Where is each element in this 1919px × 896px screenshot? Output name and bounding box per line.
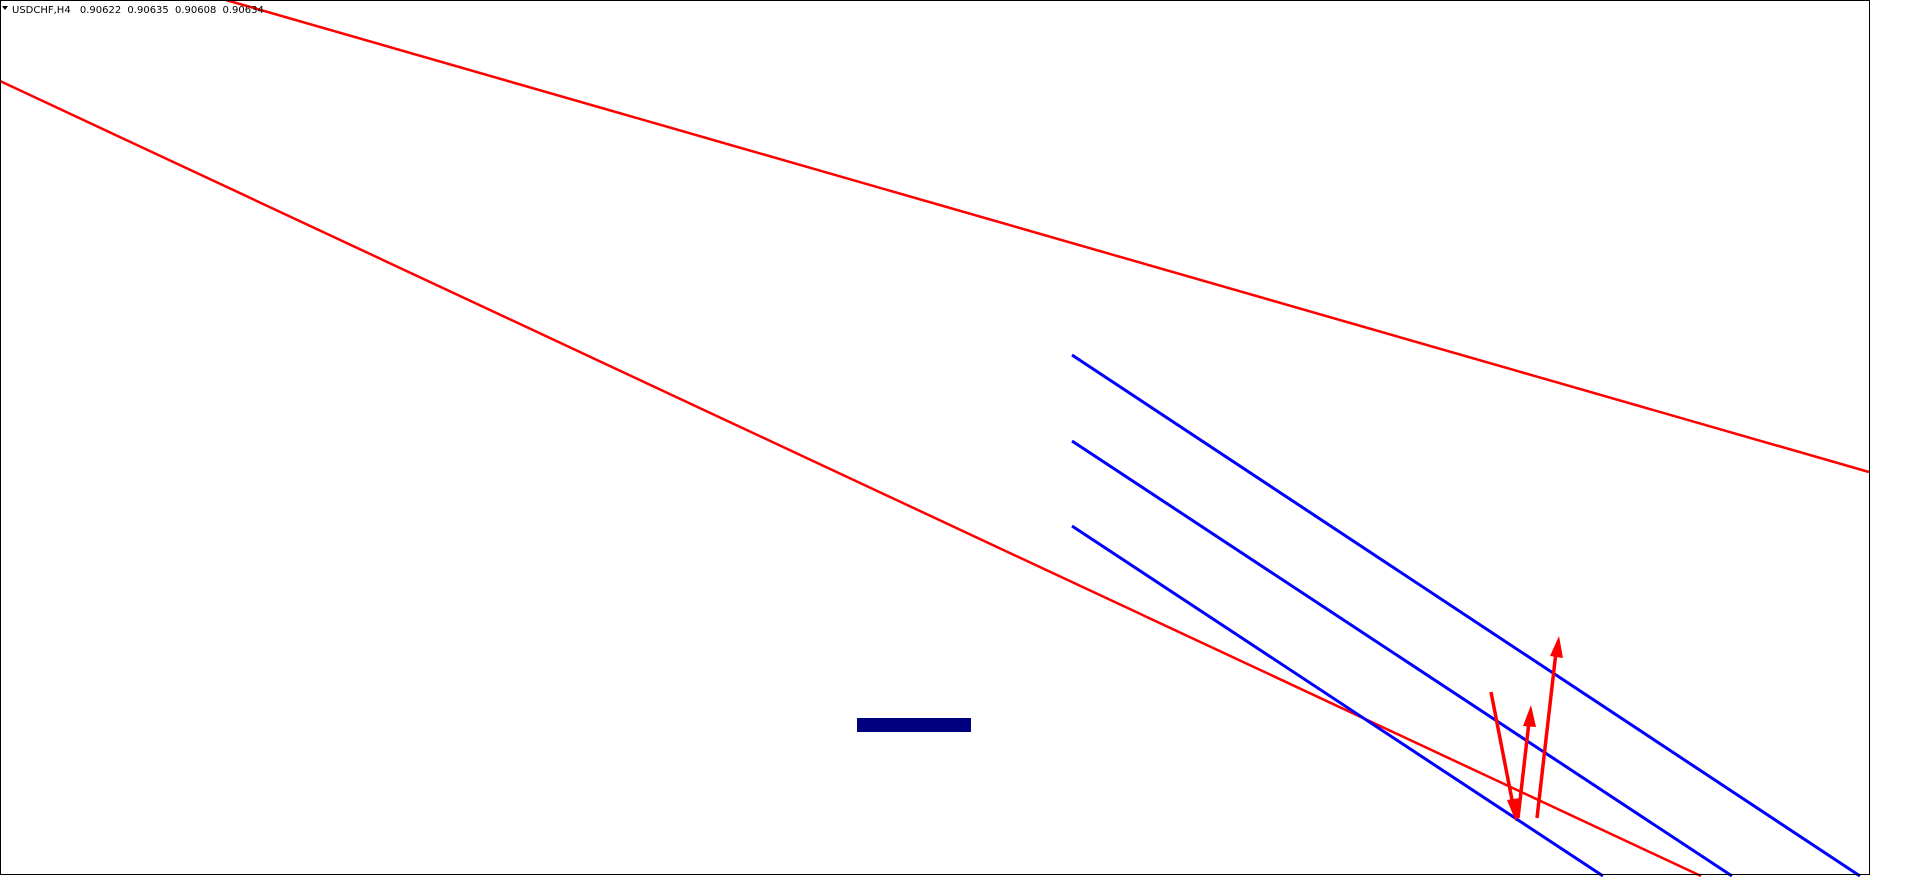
arrow bbox=[1535, 651, 1558, 819]
arrow bbox=[1489, 691, 1515, 806]
last-open: 0.90622 bbox=[80, 5, 121, 16]
channel-line bbox=[1071, 439, 1733, 878]
header-icon bbox=[2, 6, 8, 10]
trend-line bbox=[0, 79, 1702, 878]
last-close: 0.90634 bbox=[223, 5, 264, 16]
chart-header: USDCHF,H4 0.90622 0.90635 0.90608 0.9063… bbox=[12, 5, 264, 16]
arrow-head bbox=[1550, 636, 1563, 658]
trend-line bbox=[225, 0, 1870, 474]
last-low: 0.90608 bbox=[175, 5, 216, 16]
arrow-head bbox=[1523, 705, 1536, 727]
zone-box bbox=[857, 718, 971, 732]
drawings bbox=[0, 0, 1870, 878]
arrow bbox=[1516, 721, 1531, 819]
arrows bbox=[1489, 636, 1563, 822]
symbol: USDCHF,H4 bbox=[12, 5, 71, 16]
last-high: 0.90635 bbox=[127, 5, 168, 16]
plot-frame bbox=[0, 0, 1870, 875]
channel-line bbox=[1071, 353, 1861, 878]
